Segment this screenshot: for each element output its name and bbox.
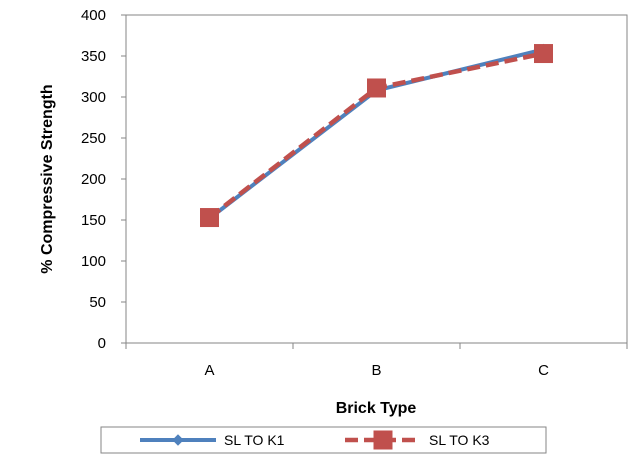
x-tick-label: A [204, 362, 214, 379]
legend-marker [373, 430, 393, 450]
y-tick-label: 300 [81, 89, 106, 106]
x-axis-title: Brick Type [336, 400, 417, 417]
legend-marker [172, 434, 184, 446]
legend-label: SL TO K3 [429, 432, 490, 448]
y-tick-label: 350 [81, 48, 106, 65]
series-1 [203, 43, 550, 225]
data-point-marker [534, 44, 553, 64]
y-tick-label: 250 [81, 130, 106, 147]
legend-label: SL TO K1 [224, 432, 285, 448]
legend-items: SL TO K1 SL TO K3 [140, 430, 490, 450]
series-line [208, 47, 544, 220]
plot-area-border [125, 14, 628, 344]
data-point-marker [200, 208, 219, 228]
y-tick-label: 0 [98, 335, 106, 352]
series-2 [200, 44, 553, 228]
y-tick-label: 150 [81, 212, 106, 229]
y-axis-ticks: 0 50 100 150 200 250 300 350 400 [81, 7, 126, 352]
legend-item: SL TO K3 [345, 430, 490, 450]
legend: SL TO K1 SL TO K3 [100, 426, 547, 454]
legend-item: SL TO K1 [140, 432, 285, 448]
x-tick-label: C [538, 362, 549, 379]
y-tick-label: 400 [81, 7, 106, 24]
x-tick-label: B [371, 362, 381, 379]
data-point-marker [367, 78, 386, 98]
y-axis-title: % Compressive Strength [39, 84, 56, 273]
y-tick-label: 50 [89, 294, 106, 311]
series-line [208, 51, 544, 220]
x-axis-ticks: A B C [125, 343, 628, 379]
y-tick-label: 200 [81, 171, 106, 188]
y-tick-label: 100 [81, 253, 106, 270]
series-layer [200, 43, 553, 228]
